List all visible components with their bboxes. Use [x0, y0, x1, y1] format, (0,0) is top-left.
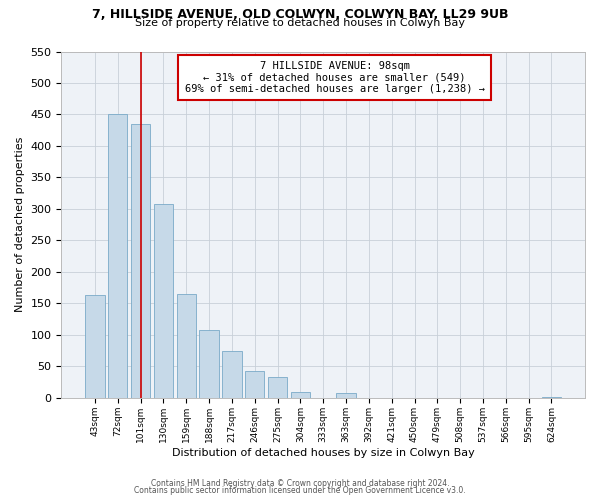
Text: 7, HILLSIDE AVENUE, OLD COLWYN, COLWYN BAY, LL29 9UB: 7, HILLSIDE AVENUE, OLD COLWYN, COLWYN B…: [92, 8, 508, 20]
Bar: [337, 393, 356, 398]
Text: Contains HM Land Registry data © Crown copyright and database right 2024.: Contains HM Land Registry data © Crown c…: [151, 478, 449, 488]
X-axis label: Distribution of detached houses by size in Colwyn Bay: Distribution of detached houses by size …: [172, 448, 475, 458]
Bar: [542, 396, 561, 398]
Bar: [290, 392, 310, 398]
Bar: [199, 330, 219, 398]
Text: 7 HILLSIDE AVENUE: 98sqm
← 31% of detached houses are smaller (549)
69% of semi-: 7 HILLSIDE AVENUE: 98sqm ← 31% of detach…: [185, 61, 485, 94]
Bar: [245, 371, 265, 398]
Bar: [268, 377, 287, 398]
Bar: [131, 124, 150, 398]
Bar: [176, 294, 196, 398]
Y-axis label: Number of detached properties: Number of detached properties: [15, 137, 25, 312]
Bar: [222, 352, 242, 398]
Bar: [85, 296, 104, 398]
Bar: [108, 114, 127, 398]
Text: Size of property relative to detached houses in Colwyn Bay: Size of property relative to detached ho…: [135, 18, 465, 28]
Text: Contains public sector information licensed under the Open Government Licence v3: Contains public sector information licen…: [134, 486, 466, 495]
Bar: [154, 204, 173, 398]
